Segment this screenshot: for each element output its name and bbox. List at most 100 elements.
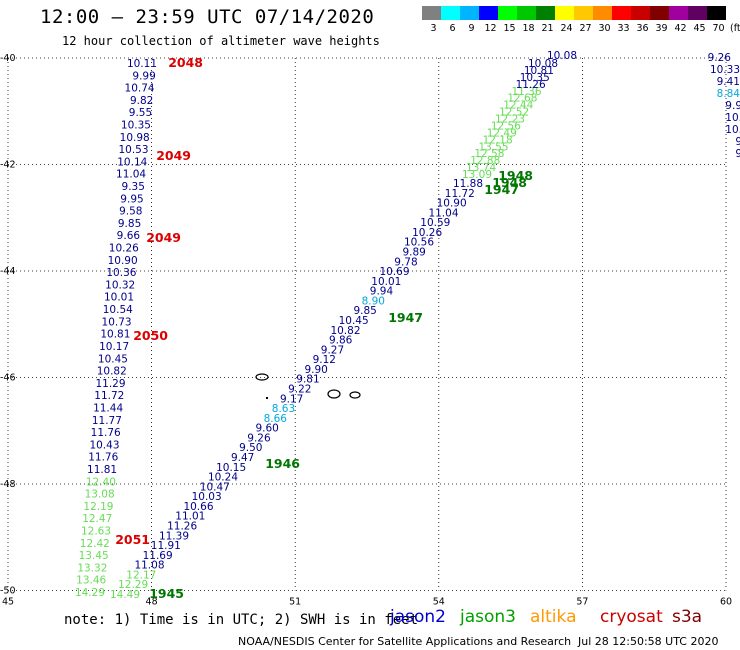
wave-height-value: 11.29 (95, 378, 125, 390)
wave-height-value: 10.15 (216, 462, 246, 474)
wave-height-value: 9.94 (370, 286, 394, 298)
wave-height-value: 9.82 (130, 95, 153, 107)
footer-credit: NOAA/NESDIS Center for Satellite Applica… (238, 635, 572, 648)
pass-time-label: 1946 (265, 456, 300, 471)
wave-height-value: 10.54 (103, 304, 133, 316)
colorbar-tick-label: 33 (617, 23, 629, 34)
lat-tick-label: -50 (0, 586, 16, 597)
wave-height-value: 10.45 (98, 353, 128, 365)
wave-height-value: 12.47 (82, 513, 112, 525)
colorbar-swatch (422, 6, 441, 20)
wave-height-value: 9.81 (296, 374, 319, 386)
wave-height-map: 45 48 51 54 57 60-40-42-44-46-48-5010.119.991… (0, 50, 740, 608)
colorbar-swatch (460, 6, 479, 20)
wave-height-value: 10.66 (183, 501, 213, 513)
wave-height-value: 12.58 (474, 148, 504, 160)
colorbar-tick-label: 15 (503, 23, 515, 34)
legend-item-altika: altika (530, 607, 577, 627)
wave-height-value: 12.29 (118, 579, 148, 591)
colorbar-tick-label: 21 (541, 23, 553, 34)
colorbar-tick-label: 70 (712, 23, 724, 34)
pass-time-label: 1945 (149, 586, 184, 601)
wave-height-value: 11.04 (116, 169, 146, 181)
wave-height-value: 14.49 (110, 589, 140, 601)
colorbar-swatch (593, 6, 612, 20)
colorbar-tick-label: 18 (522, 23, 534, 34)
wave-height-value: 8.66 (264, 413, 288, 425)
lat-tick-label: -44 (0, 266, 16, 277)
wave-height-value: 9.85 (353, 305, 376, 317)
page-title: 12:00 – 23:59 UTC 07/14/2020 (40, 6, 375, 28)
wave-height-value: 9.86 (329, 335, 353, 347)
wave-height-value: 10.26 (109, 243, 139, 255)
colorbar-swatch (631, 6, 650, 20)
wave-height-value: 11.88 (453, 178, 483, 190)
wave-height-value: 10.24 (208, 472, 238, 484)
wave-height-value: 11.26 (516, 79, 546, 91)
colorbar-tick-label: 27 (579, 23, 591, 34)
pass-time-label: 2049 (156, 148, 191, 163)
wave-height-value: 9.55 (129, 107, 152, 119)
wave-height-value: 9.66 (117, 230, 141, 242)
colorbar-tick-label: 9 (468, 23, 474, 34)
wave-height-value: 10.03 (192, 491, 222, 503)
wave-height-value: 11.69 (143, 550, 173, 562)
wave-height-value: 10.73 (102, 316, 132, 328)
wave-height-value: 10.98 (120, 132, 150, 144)
colorbar-tick-label: 39 (655, 23, 667, 34)
colorbar-unit: (ft) (730, 23, 740, 34)
wave-height-value: 12.63 (81, 525, 111, 537)
page-subtitle: 12 hour collection of altimeter wave hei… (62, 34, 380, 48)
wave-height-value: 10. (725, 124, 740, 136)
legend-item-cryosat: cryosat (600, 607, 663, 627)
pass-time-label: 1947 (484, 182, 519, 197)
wave-height-value: 10.59 (420, 217, 450, 229)
colorbar-tick-label: 6 (449, 23, 455, 34)
wave-height-value: 12.18 (483, 134, 513, 146)
legend-item-s3a: s3a (672, 607, 703, 627)
colorbar-swatch (479, 6, 498, 20)
wave-height-value: 10.82 (97, 366, 127, 378)
wave-height-value: 10.01 (371, 276, 401, 288)
wave-height-value: 12.17 (126, 569, 156, 581)
colorbar-swatch (498, 6, 517, 20)
wave-height-value: 14.29 (75, 587, 105, 599)
footer-timestamp: Jul 28 12:50:58 UTC 2020 (578, 635, 719, 648)
wave-height-value: 12.44 (503, 100, 533, 112)
wave-height-value: 13.09 (462, 169, 492, 181)
wave-height-value: 10.36 (106, 267, 136, 279)
wave-height-value: 10.81 (524, 65, 554, 77)
wave-height-value: 9.89 (402, 247, 425, 259)
wave-height-value: 11.44 (93, 402, 123, 414)
colorbar-tick-label: 45 (693, 23, 705, 34)
lat-tick-label: -40 (0, 53, 16, 64)
wave-height-value: 8.63 (272, 403, 295, 415)
lon-tick-label: 57 (576, 597, 588, 608)
wave-height-value: 11.26 (167, 521, 197, 533)
wave-height-value: 11.91 (151, 540, 181, 552)
wave-height-value: 10.11 (127, 58, 157, 70)
pass-time-label: 2050 (133, 328, 168, 343)
wave-height-value: 12.19 (83, 501, 113, 513)
lon-tick-label: 60 (720, 597, 732, 608)
wave-height-value: 10.81 (100, 329, 130, 341)
wave-height-value: 10.90 (108, 255, 138, 267)
wave-height-value: 10.35 (121, 120, 151, 132)
wave-height-value: 12.52 (499, 107, 529, 119)
wave-height-value: 11.39 (159, 530, 189, 542)
wave-height-value: 9.85 (118, 218, 141, 230)
lon-tick-label: 51 (289, 597, 301, 608)
colorbar-swatch (574, 6, 593, 20)
island-outline (266, 397, 268, 399)
wave-height-value: 13.08 (85, 489, 115, 501)
colorbar-swatch (650, 6, 669, 20)
wave-height-value: 11.08 (134, 560, 164, 572)
wave-height-value: 10.43 (89, 439, 119, 451)
pass-time-label: 2049 (146, 230, 181, 245)
wave-height-value: 10.74 (125, 83, 155, 95)
wave-height-value: 9.22 (288, 384, 311, 396)
colorbar-swatch (688, 6, 707, 20)
lon-tick-label: 48 (146, 597, 158, 608)
wave-height-value: 13.45 (79, 550, 109, 562)
wave-height-value: 10.01 (104, 292, 134, 304)
